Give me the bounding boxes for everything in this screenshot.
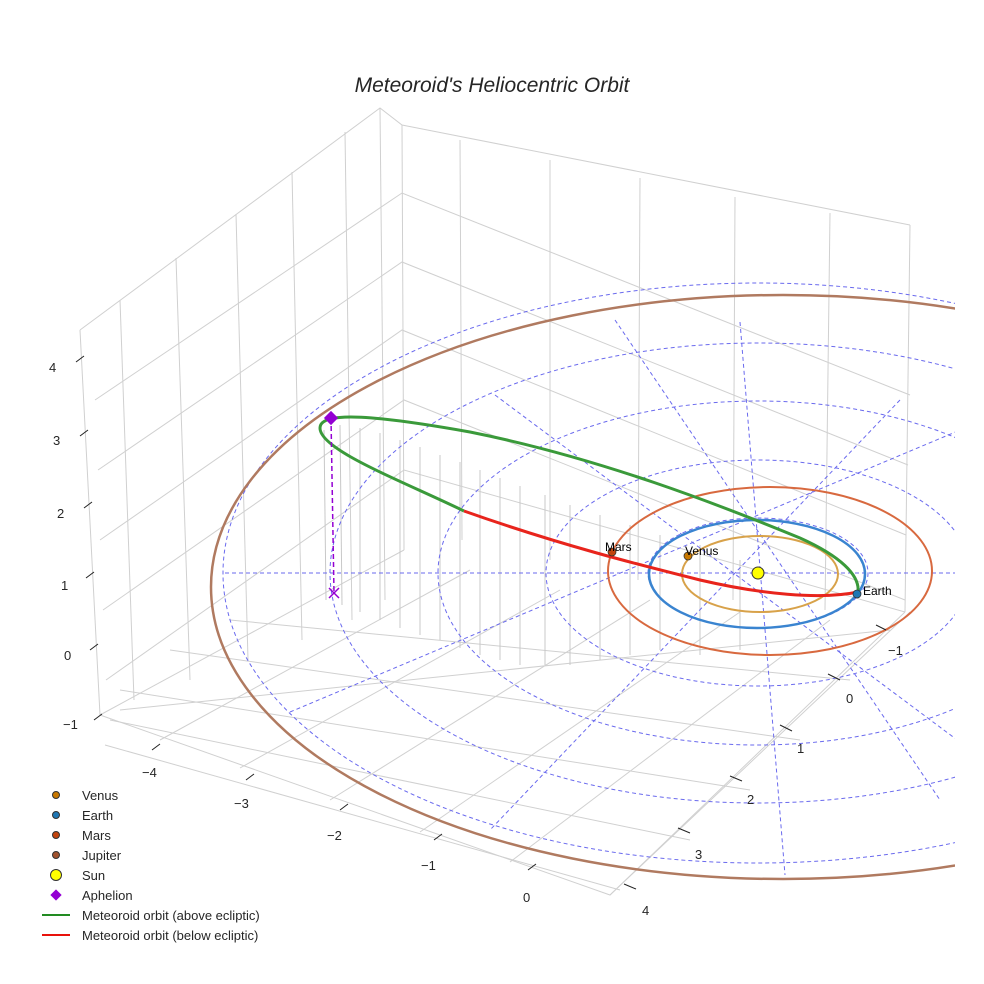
y-tick: 1 <box>797 741 804 756</box>
chart-title: Meteoroid's Heliocentric Orbit <box>354 74 630 97</box>
venus-marker[interactable] <box>683 551 693 561</box>
x-tick: −4 <box>142 765 157 780</box>
z-tick: 3 <box>53 433 60 448</box>
earth-marker[interactable] <box>852 589 862 599</box>
mars-marker[interactable] <box>607 547 617 557</box>
y-tick: −1 <box>888 643 903 658</box>
legend-item-mars[interactable]: Mars <box>36 825 260 845</box>
legend-item-orbit-below[interactable]: Meteoroid orbit (below ecliptic) <box>36 925 260 945</box>
earth-label: Earth <box>863 584 892 598</box>
grid-panes <box>79 107 911 896</box>
venus-label: Venus <box>685 544 718 558</box>
z-tick: −1 <box>63 717 78 732</box>
aphelion-diamond-icon <box>50 889 62 901</box>
jupiter-dot-icon <box>52 851 60 859</box>
x-tick: −3 <box>234 796 249 811</box>
x-tick: −2 <box>327 828 342 843</box>
legend-item-orbit-above[interactable]: Meteoroid orbit (above ecliptic) <box>36 905 260 925</box>
legend-item-jupiter[interactable]: Jupiter <box>36 845 260 865</box>
y-tick: 0 <box>846 691 853 706</box>
y-tick: 3 <box>695 847 702 862</box>
x-tick: −1 <box>421 858 436 873</box>
meteoroid-orbit-above <box>318 415 860 593</box>
sun-circle-icon <box>50 869 62 881</box>
legend-item-earth[interactable]: Earth <box>36 805 260 825</box>
earth-dot-icon <box>52 811 60 819</box>
drop-lines <box>323 424 741 665</box>
venus-dot-icon <box>52 791 60 799</box>
x-axis <box>151 743 537 871</box>
red-line-icon <box>42 934 70 936</box>
y-tick: 4 <box>642 903 649 918</box>
mars-label: Mars <box>605 540 632 554</box>
z-tick: 2 <box>57 506 64 521</box>
aphelion-ecliptic-x-marker <box>328 587 340 599</box>
z-tick: 4 <box>49 360 56 375</box>
z-tick: 0 <box>64 648 71 663</box>
legend-item-aphelion[interactable]: Aphelion <box>36 885 260 905</box>
jupiter-orbit <box>209 293 955 881</box>
x-tick: 0 <box>523 890 530 905</box>
sun-marker[interactable] <box>751 566 765 580</box>
green-line-icon <box>42 914 70 916</box>
z-tick: 1 <box>61 578 68 593</box>
aphelion-marker[interactable] <box>323 410 339 426</box>
ecliptic-polar-grid <box>222 282 955 876</box>
aphelion-projection-line <box>330 417 335 594</box>
mars-dot-icon <box>52 831 60 839</box>
legend: Venus Earth Mars Jupiter Sun Aphelion Me… <box>36 785 260 945</box>
mars-orbit <box>607 486 933 656</box>
y-tick: 2 <box>747 792 754 807</box>
y-axis <box>623 624 887 890</box>
z-axis <box>75 355 103 721</box>
legend-item-sun[interactable]: Sun <box>36 865 260 885</box>
meteoroid-orbit-below <box>463 509 859 598</box>
legend-item-venus[interactable]: Venus <box>36 785 260 805</box>
